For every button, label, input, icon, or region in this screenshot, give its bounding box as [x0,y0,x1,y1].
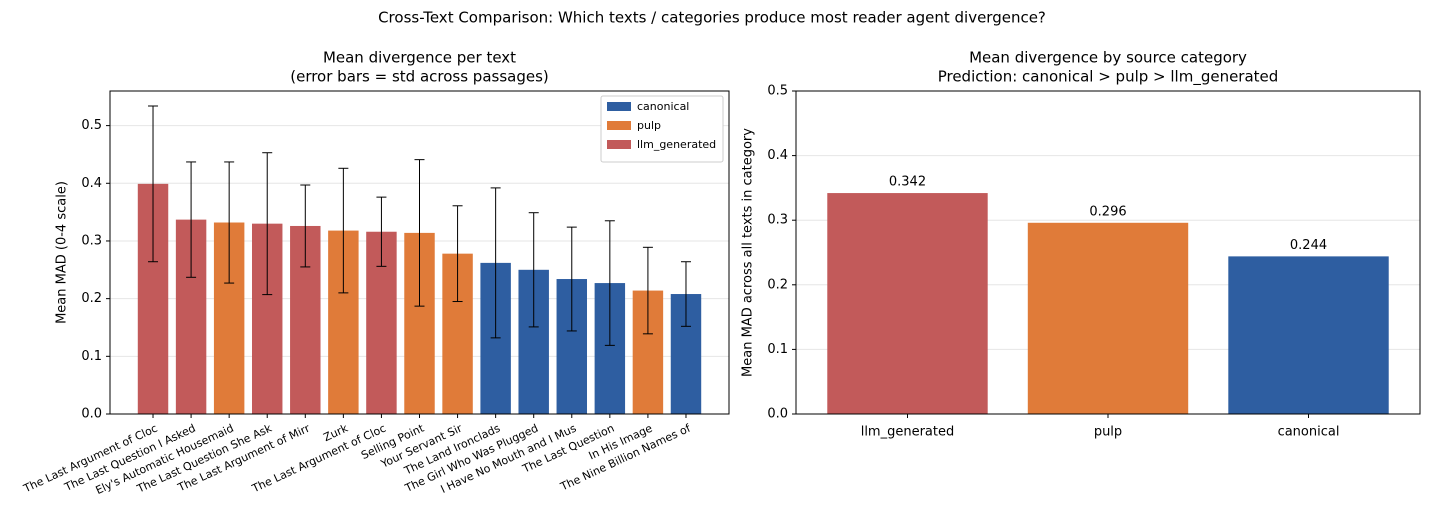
error-bar [528,212,539,328]
y-tick-label: 0.3 [767,213,788,228]
chart-subtitle: (error bars = std across passages) [290,68,549,86]
legend-label: canonical [637,100,689,113]
y-tick-label: 0.5 [767,84,788,99]
y-tick-label: 0.4 [767,148,788,163]
y-axis-label: Mean MAD across all texts in category [741,128,756,377]
error-bar [300,184,311,268]
error-bar [452,205,463,303]
y-tick-label: 0.2 [81,291,102,306]
error-bar [224,161,235,284]
y-tick-label: 0.0 [767,407,788,422]
chart-subtitle: Prediction: canonical > pulp > llm_gener… [938,68,1279,87]
error-bar [262,152,273,296]
value-label: 0.342 [889,175,926,190]
x-tick-label: llm_generated [861,425,955,440]
error-bar [148,105,159,263]
x-tick-label: pulp [1094,425,1122,440]
chart-title: Mean divergence by source category [969,49,1247,67]
y-tick-label: 0.4 [81,176,102,191]
bar [827,193,988,414]
bar [1228,256,1389,414]
error-bar [414,159,425,307]
legend-label: llm_generated [637,138,716,151]
y-tick-label: 0.3 [81,233,102,248]
y-tick-label: 0.1 [767,342,788,357]
legend-label: pulp [637,119,661,132]
legend-swatch [607,102,631,111]
error-bar [642,246,653,335]
legend-box [600,95,724,163]
y-tick-label: 0.0 [81,407,102,422]
bar [1027,222,1189,414]
error-bar [680,261,691,327]
y-tick-label: 0.1 [81,349,102,364]
chart-title: Mean divergence per text [323,49,516,67]
legend-swatch [607,121,631,130]
x-tick-label: canonical [1278,425,1340,440]
error-bar [490,187,501,339]
y-axis-label: Mean MAD (0-4 scale) [55,181,70,324]
legend-swatch [607,140,631,149]
value-label: 0.244 [1290,238,1327,253]
error-bar [566,226,577,332]
error-bar [604,220,615,346]
error-bar [338,167,349,294]
y-tick-label: 0.2 [767,277,788,292]
y-tick-label: 0.5 [81,118,102,133]
plot-frame [795,90,1421,415]
value-label: 0.296 [1089,204,1126,219]
plot-frame [109,90,730,415]
error-bar [376,196,387,267]
figure-title: Cross-Text Comparison: Which texts / cat… [378,9,1046,27]
error-bar [186,161,197,278]
